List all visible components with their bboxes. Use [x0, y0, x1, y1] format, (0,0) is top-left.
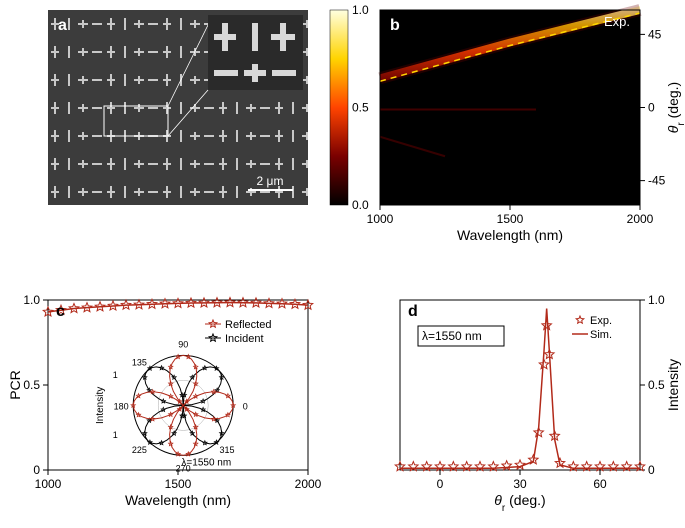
- svg-text:1500: 1500: [165, 477, 192, 491]
- svg-text:60: 60: [593, 477, 607, 491]
- svg-text:λ=1550 nm: λ=1550 nm: [181, 457, 231, 468]
- svg-text:1.0: 1.0: [648, 293, 665, 307]
- panel-c-pcr-chart: 10001500200000.51.0Wavelength (nm)PCRcRe…: [48, 300, 308, 470]
- panel-c-svg: 1000 1500 2000 0 0.5 1.0 Wavelength (nm) PCR c Re…: [8, 275, 328, 505]
- svg-text:2 μm: 2 μm: [257, 174, 284, 188]
- svg-text:Reflected: Reflected: [225, 319, 271, 331]
- svg-text:c: c: [56, 303, 65, 320]
- svg-text:0: 0: [648, 463, 655, 477]
- sem-svg: 2 μm a: [48, 10, 308, 205]
- svg-text:-45: -45: [648, 174, 666, 188]
- svg-text:0.5: 0.5: [352, 101, 369, 115]
- svg-text:225: 225: [132, 445, 147, 455]
- svg-text:1: 1: [113, 370, 118, 380]
- svg-text:Wavelength (nm): Wavelength (nm): [125, 492, 231, 508]
- svg-text:θr (deg.): θr (deg.): [494, 492, 545, 514]
- svg-text:θr (deg.): θr (deg.): [665, 82, 685, 133]
- svg-text:0: 0: [648, 101, 655, 115]
- svg-text:315: 315: [220, 445, 235, 455]
- svg-text:1000: 1000: [35, 477, 62, 491]
- svg-text:a: a: [58, 17, 67, 34]
- panel-b-svg: bExp.100015002000-45045Wavelength (nm)θr…: [380, 10, 685, 270]
- svg-text:Wavelength (nm): Wavelength (nm): [457, 227, 563, 243]
- svg-text:0: 0: [243, 401, 248, 411]
- svg-text:1.0: 1.0: [23, 293, 40, 307]
- svg-text:λ=1550 nm: λ=1550 nm: [422, 329, 482, 343]
- svg-text:0: 0: [437, 477, 444, 491]
- svg-text:135: 135: [132, 358, 147, 368]
- svg-text:Intensity: Intensity: [665, 359, 681, 411]
- svg-text:180: 180: [114, 401, 129, 411]
- svg-text:0: 0: [33, 463, 40, 477]
- svg-text:Sim.: Sim.: [590, 329, 612, 341]
- svg-text:d: d: [408, 303, 418, 320]
- svg-text:0.5: 0.5: [23, 378, 40, 392]
- svg-text:2000: 2000: [627, 212, 654, 226]
- svg-text:1.0: 1.0: [352, 3, 369, 17]
- svg-text:0.0: 0.0: [352, 198, 369, 212]
- svg-text:Intensity: Intensity: [95, 387, 106, 424]
- colorbar: 0.00.51.0: [330, 10, 348, 205]
- svg-text:0.5: 0.5: [648, 378, 665, 392]
- svg-text:PCR: PCR: [7, 370, 23, 400]
- figure-container: 2 μma 0.00.51.0 bExp.100015002000-45045W…: [0, 0, 685, 528]
- svg-text:2000: 2000: [295, 477, 322, 491]
- svg-text:Exp.: Exp.: [590, 315, 612, 327]
- panel-a-sem-image: 2 μm a: [48, 10, 308, 205]
- panel-b-heatmap: bExp.100015002000-45045Wavelength (nm)θr…: [380, 10, 640, 205]
- svg-text:Exp.: Exp.: [604, 14, 630, 29]
- svg-text:b: b: [390, 17, 400, 34]
- svg-text:1: 1: [113, 430, 118, 440]
- panel-d-svg: 0306000.51.0θr (deg.)Intensitydλ=1550 nm…: [370, 275, 680, 505]
- svg-text:30: 30: [513, 477, 527, 491]
- svg-text:45: 45: [648, 27, 662, 41]
- svg-text:Incident: Incident: [225, 333, 264, 345]
- colorbar-svg: 0.0 0.5 1.0: [328, 0, 378, 215]
- svg-text:1000: 1000: [367, 212, 394, 226]
- svg-text:1500: 1500: [497, 212, 524, 226]
- panel-d-intensity-chart: 0306000.51.0θr (deg.)Intensitydλ=1550 nm…: [400, 300, 640, 470]
- svg-text:90: 90: [178, 339, 188, 349]
